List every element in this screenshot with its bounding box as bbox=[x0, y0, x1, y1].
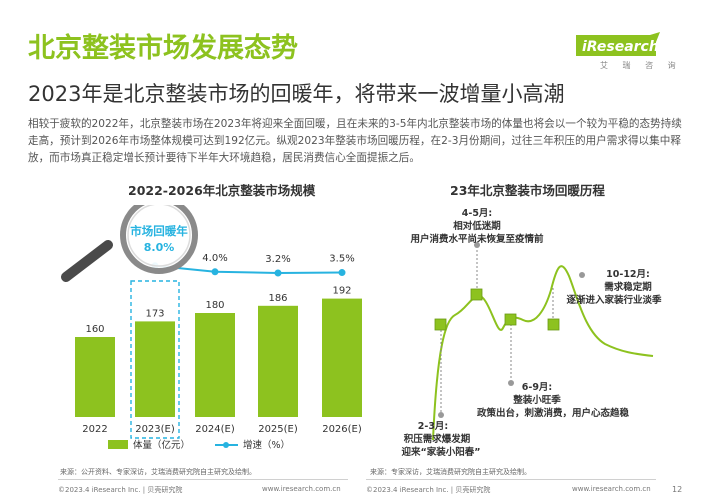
stage-jun-sep-name: 整装小旺季 bbox=[512, 394, 561, 406]
stage-markers bbox=[434, 288, 560, 331]
right-source-note: 来源：专家深访，艾瑞消费研究院自主研究及绘制。 bbox=[370, 468, 531, 476]
footer-copyright-left: ©2023.4 iResearch Inc. | 贝壳研究院 bbox=[58, 486, 183, 494]
logo-text: iResearch bbox=[582, 39, 659, 55]
iresearch-logo: iResearch bbox=[576, 32, 660, 56]
stage-feb-mar-desc: 迎来“家装小阳春” bbox=[402, 446, 481, 458]
stage-apr-may-desc: 用户消费水平尚未恢复至疫情前 bbox=[409, 233, 544, 245]
page-title: 北京整装市场发展态势 bbox=[28, 33, 298, 64]
stage-jun-sep-period: 6-9月: bbox=[522, 382, 552, 393]
logo-background bbox=[576, 35, 656, 56]
intro-paragraph: 相较于疲软的2022年，北京整装市场在2023年将迎来全面回暖，且在未来的3-5… bbox=[28, 118, 682, 164]
category-label: 2026(E) bbox=[322, 424, 362, 435]
marker-feb-mar bbox=[434, 318, 447, 331]
legend-line-label: 增速（%） bbox=[243, 439, 290, 451]
growth-line-layer: 4.0% 3.2% 3.5% bbox=[151, 253, 355, 277]
highlight-box-2023 bbox=[130, 280, 180, 439]
bar-value-label: 160 bbox=[85, 324, 104, 335]
stage-dots bbox=[438, 242, 585, 418]
stage-oct-dec-name: 需求稳定期 bbox=[604, 281, 652, 293]
bar-2023(E) bbox=[135, 321, 175, 417]
category-label: 2024(E) bbox=[195, 424, 235, 435]
category-label: 2022 bbox=[82, 424, 107, 435]
stage-oct-dec-period: 10-12月: bbox=[606, 269, 650, 280]
stage-feb-mar-period: 2-3月: bbox=[418, 421, 448, 432]
bar-2024(E) bbox=[195, 313, 235, 417]
footer-divider-right bbox=[366, 479, 656, 480]
page-subtitle: 2023年是北京整装市场的回暖年，将带来一波增量小高潮 bbox=[28, 82, 565, 106]
bar-value-label: 192 bbox=[332, 286, 351, 297]
stage-oct-dec-desc: 逐渐进入家装行业淡季 bbox=[566, 294, 662, 306]
legend-bar-label: 体量（亿元） bbox=[133, 439, 190, 451]
legend-line-marker bbox=[223, 442, 229, 448]
legend-bar-swatch bbox=[108, 440, 128, 449]
growth-value-label: 3.2% bbox=[265, 254, 290, 265]
bars-layer: 160 2022 173 2023(E) 180 2024(E) 186 2025(E) 192… bbox=[75, 286, 362, 435]
magnifier-icon bbox=[61, 205, 198, 282]
stage-feb-mar-name: 积压需求爆发期 bbox=[404, 433, 471, 445]
bar-value-label: 173 bbox=[145, 308, 164, 319]
bar-value-label: 186 bbox=[268, 293, 287, 304]
recovery-curve bbox=[432, 265, 654, 441]
magnifier-value: 8.0% bbox=[144, 241, 175, 254]
bar-2025(E) bbox=[258, 305, 298, 417]
growth-point bbox=[274, 269, 282, 277]
recovery-process-chart: 4-5月: 相对低迷期 用户消费水平尚未恢复至疫情前 10-12月: 需求稳定期… bbox=[402, 208, 662, 458]
footer-divider-left bbox=[58, 479, 348, 480]
marker-jun-sep bbox=[504, 313, 517, 326]
category-label: 2025(E) bbox=[258, 424, 298, 435]
logo-subtitle: 艾 瑞 咨 询 bbox=[600, 61, 682, 70]
footer-copyright-right: ©2023.4 iResearch Inc. | 贝壳研究院 bbox=[366, 486, 491, 494]
growth-point bbox=[338, 269, 346, 277]
right-chart-title: 23年北京整装市场回暖历程 bbox=[450, 183, 605, 198]
leader-lines bbox=[440, 248, 554, 412]
marker-oct-dec bbox=[547, 318, 560, 331]
stage-apr-may-name: 相对低迷期 bbox=[453, 220, 501, 232]
bar-value-label: 180 bbox=[205, 300, 224, 311]
stage-jun-sep-desc: 政策出台，刺激消费，用户心态趋稳 bbox=[477, 407, 630, 419]
page-number: 12 bbox=[672, 485, 683, 494]
market-size-chart: 160 2022 173 2023(E) 180 2024(E) 186 2025(E) 192… bbox=[61, 205, 362, 451]
growth-line bbox=[154, 264, 343, 275]
bar-2022 bbox=[75, 337, 115, 417]
marker-apr-may bbox=[470, 288, 483, 301]
footer-url-right: www.iresearch.com.cn bbox=[572, 485, 651, 493]
growth-value-label: 3.5% bbox=[329, 254, 354, 265]
footer-url-left: www.iresearch.com.cn bbox=[262, 485, 341, 493]
magnifier-label: 市场回暖年 bbox=[130, 224, 188, 238]
bar-2026(E) bbox=[322, 298, 362, 417]
stage-apr-may-period: 4-5月: bbox=[462, 208, 492, 219]
left-chart-title: 2022-2026年北京整装市场规模 bbox=[128, 183, 316, 198]
growth-value-label: 4.0% bbox=[202, 253, 227, 264]
left-source-note: 来源：公开资料、专家深访，艾瑞消费研究院自主研究及绘制。 bbox=[60, 468, 256, 476]
logo-tip bbox=[650, 32, 660, 42]
category-label: 2023(E) bbox=[135, 424, 175, 435]
growth-point bbox=[211, 268, 219, 276]
